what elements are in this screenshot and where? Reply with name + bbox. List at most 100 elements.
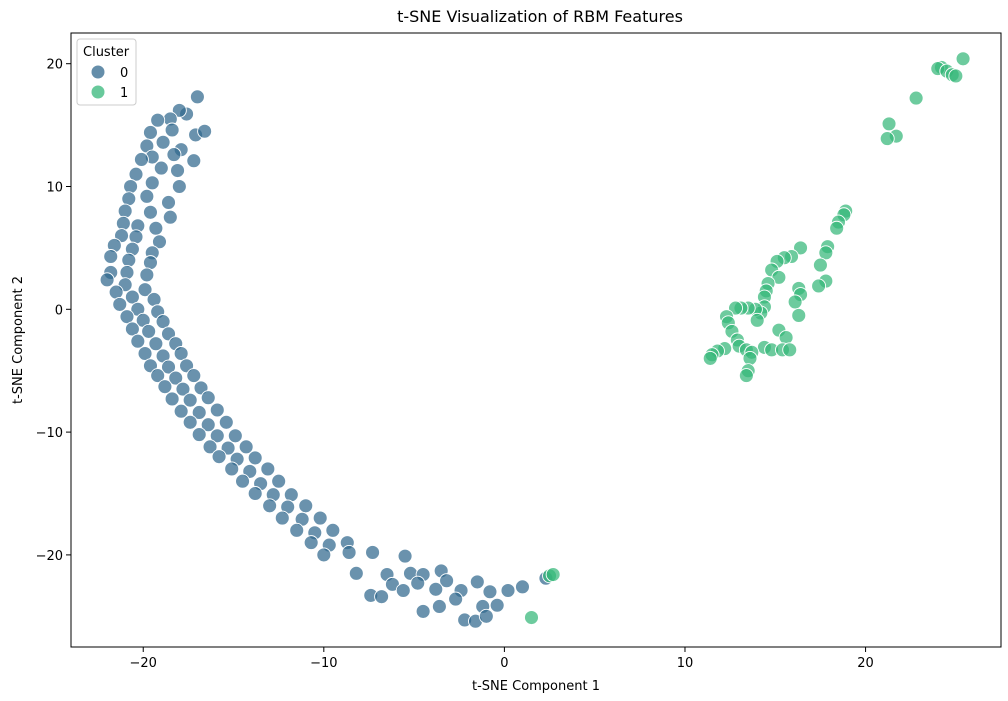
data-point-cluster-1 bbox=[749, 312, 765, 328]
data-point-cluster-0 bbox=[209, 402, 225, 418]
data-point-cluster-0 bbox=[415, 603, 431, 619]
data-point-cluster-0 bbox=[148, 336, 164, 352]
plot-area bbox=[71, 33, 1001, 647]
data-point-cluster-0 bbox=[119, 265, 135, 280]
data-point-cluster-0 bbox=[220, 440, 236, 456]
data-point-cluster-0 bbox=[274, 510, 290, 526]
data-point-cluster-0 bbox=[168, 370, 184, 386]
data-point-cluster-0 bbox=[262, 498, 278, 514]
data-point-cluster-0 bbox=[247, 486, 263, 501]
data-point-cluster-0 bbox=[448, 591, 464, 607]
data-point-cluster-0 bbox=[108, 284, 124, 300]
data-point-cluster-0 bbox=[121, 191, 137, 207]
data-point-cluster-0 bbox=[182, 414, 198, 430]
data-point-cluster-1 bbox=[879, 131, 895, 147]
y-axis: −20 −10 0 10 20 bbox=[36, 58, 71, 564]
data-point-cluster-1 bbox=[948, 68, 964, 84]
y-tick-label: −20 bbox=[36, 549, 63, 564]
x-tick-label: −10 bbox=[310, 656, 337, 671]
data-point-cluster-0 bbox=[139, 188, 155, 204]
data-point-cluster-0 bbox=[143, 125, 158, 140]
data-point-cluster-0 bbox=[209, 428, 225, 444]
data-point-cluster-0 bbox=[325, 522, 341, 538]
data-point-cluster-0 bbox=[303, 535, 319, 551]
data-point-cluster-0 bbox=[397, 548, 413, 564]
data-point-cluster-1 bbox=[702, 350, 718, 366]
data-point-cluster-0 bbox=[121, 252, 137, 268]
data-point-cluster-1 bbox=[908, 90, 924, 106]
legend: Cluster 0 1 bbox=[76, 38, 137, 106]
data-point-cluster-1 bbox=[881, 116, 897, 132]
data-point-cluster-0 bbox=[515, 579, 530, 595]
data-point-cluster-0 bbox=[247, 450, 263, 466]
data-point-cluster-0 bbox=[312, 510, 328, 526]
data-point-cluster-0 bbox=[171, 102, 187, 118]
data-point-cluster-0 bbox=[123, 179, 139, 194]
data-point-cluster-0 bbox=[143, 255, 158, 271]
data-point-cluster-0 bbox=[173, 346, 189, 361]
data-point-cluster-0 bbox=[175, 381, 191, 397]
plot-frame bbox=[70, 32, 1002, 648]
data-point-cluster-0 bbox=[478, 608, 494, 624]
data-point-cluster-0 bbox=[117, 203, 133, 219]
y-tick-label: 10 bbox=[46, 181, 63, 196]
data-point-cluster-0 bbox=[139, 267, 155, 283]
data-point-cluster-0 bbox=[170, 163, 185, 178]
data-point-cluster-0 bbox=[146, 292, 162, 307]
data-point-cluster-0 bbox=[173, 403, 189, 419]
data-point-cluster-0 bbox=[283, 487, 299, 503]
data-point-cluster-1 bbox=[818, 245, 834, 261]
data-point-cluster-0 bbox=[469, 574, 485, 590]
data-point-cluster-0 bbox=[157, 379, 173, 395]
data-point-cluster-0 bbox=[238, 439, 254, 455]
data-point-cluster-0 bbox=[153, 160, 169, 176]
data-point-cluster-1 bbox=[728, 300, 743, 316]
data-point-cluster-0 bbox=[128, 229, 144, 245]
data-point-cluster-0 bbox=[341, 544, 357, 560]
data-point-cluster-0 bbox=[103, 249, 119, 264]
data-point-cluster-1 bbox=[791, 307, 807, 323]
data-point-cluster-0 bbox=[166, 147, 182, 163]
data-point-cluster-1 bbox=[778, 330, 794, 345]
data-point-cluster-0 bbox=[148, 220, 164, 236]
data-point-cluster-0 bbox=[191, 427, 207, 443]
data-point-cluster-0 bbox=[150, 368, 166, 384]
data-point-cluster-0 bbox=[119, 309, 135, 325]
data-point-cluster-0 bbox=[431, 599, 447, 614]
x-axis-label: t-SNE Component 1 bbox=[472, 679, 600, 694]
data-point-cluster-0 bbox=[143, 204, 158, 220]
data-point-cluster-0 bbox=[164, 391, 180, 407]
data-point-cluster-0 bbox=[144, 175, 160, 191]
data-point-cluster-0 bbox=[211, 449, 227, 465]
data-point-cluster-0 bbox=[182, 392, 198, 408]
data-point-cluster-0 bbox=[99, 272, 115, 288]
data-point-cluster-1 bbox=[811, 278, 827, 294]
data-point-cluster-1 bbox=[742, 350, 758, 366]
data-point-cluster-0 bbox=[112, 296, 128, 312]
data-point-cluster-0 bbox=[137, 346, 153, 361]
data-point-cluster-0 bbox=[218, 414, 234, 430]
data-point-cluster-0 bbox=[124, 289, 140, 305]
data-point-cluster-0 bbox=[152, 234, 167, 250]
data-point-cluster-1 bbox=[829, 220, 845, 236]
x-tick-label: 0 bbox=[500, 656, 508, 671]
data-point-cluster-0 bbox=[395, 583, 411, 598]
data-point-cluster-0 bbox=[186, 368, 202, 384]
data-point-cluster-0 bbox=[164, 122, 180, 138]
data-point-cluster-0 bbox=[162, 209, 178, 225]
data-point-cluster-1 bbox=[793, 240, 809, 256]
data-point-cluster-0 bbox=[439, 573, 455, 589]
chart-title: t-SNE Visualization of RBM Features bbox=[397, 7, 683, 26]
y-tick-label: −10 bbox=[36, 426, 63, 441]
legend-marker-0 bbox=[91, 65, 105, 79]
data-point-cluster-0 bbox=[124, 321, 140, 337]
data-point-cluster-0 bbox=[200, 417, 216, 433]
data-point-cluster-1 bbox=[812, 257, 828, 273]
data-point-cluster-0 bbox=[191, 405, 207, 420]
data-point-cluster-0 bbox=[348, 565, 364, 581]
data-point-cluster-1 bbox=[787, 294, 803, 310]
data-point-cluster-0 bbox=[150, 112, 166, 128]
data-point-cluster-0 bbox=[186, 153, 202, 169]
data-point-cluster-0 bbox=[202, 439, 218, 455]
legend-label-1: 1 bbox=[120, 86, 128, 101]
